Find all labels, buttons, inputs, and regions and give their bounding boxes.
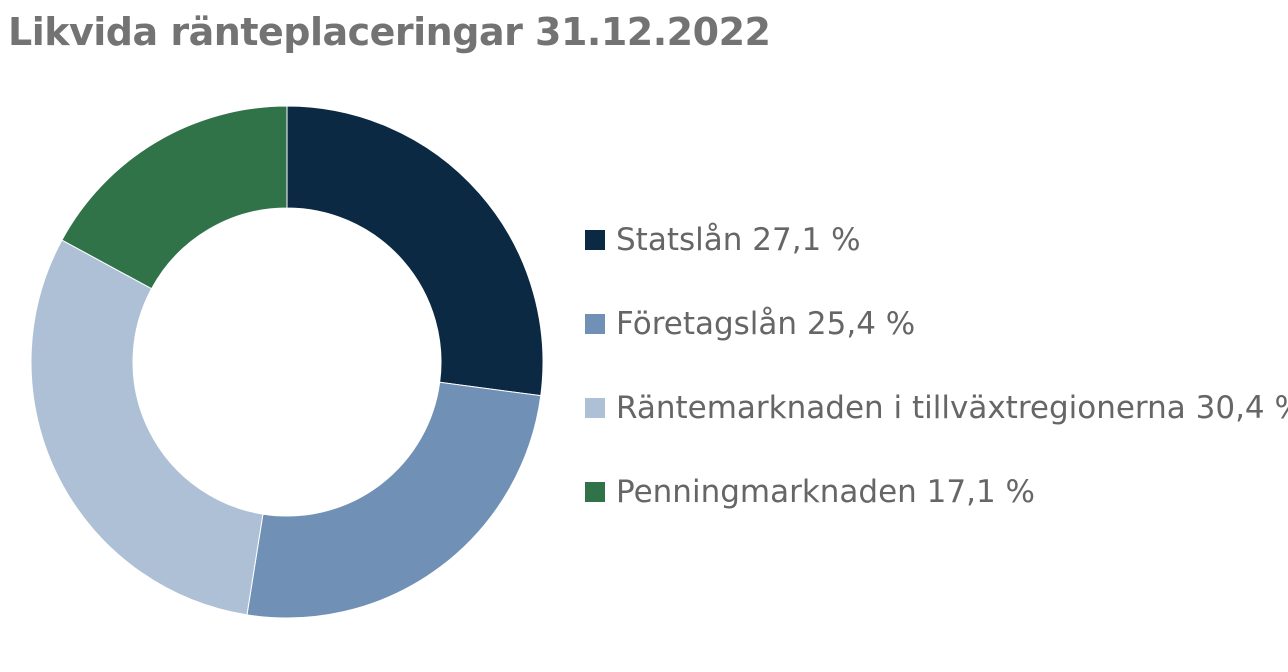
legend-item-foretagslan: Företagslån 25,4 % bbox=[585, 299, 1288, 383]
slice-rantemarknaden bbox=[30, 239, 264, 616]
legend-label: Företagslån 25,4 % bbox=[616, 306, 916, 342]
legend-label: Räntemarknaden i tillväxtregionerna 30,4… bbox=[616, 390, 1288, 426]
legend-item-statslan: Statslån 27,1 % bbox=[585, 215, 1288, 299]
legend-swatch bbox=[585, 230, 605, 250]
legend-item-rantemarknaden: Räntemarknaden i tillväxtregionerna 30,4… bbox=[585, 383, 1288, 467]
legend-item-penningmarknaden: Penningmarknaden 17,1 % bbox=[585, 467, 1288, 551]
legend: Statslån 27,1 % Företagslån 25,4 % Ränte… bbox=[585, 215, 1288, 551]
chart-title: Likvida ränteplaceringar 31.12.2022 bbox=[8, 10, 771, 54]
legend-label: Statslån 27,1 % bbox=[616, 222, 861, 258]
legend-swatch bbox=[585, 314, 605, 334]
donut-chart bbox=[30, 105, 544, 619]
slice-foretagslan bbox=[246, 381, 542, 619]
slice-penningmarknaden bbox=[61, 105, 288, 290]
legend-label: Penningmarknaden 17,1 % bbox=[616, 474, 1036, 510]
slice-statslan bbox=[286, 105, 544, 397]
legend-swatch bbox=[585, 398, 605, 418]
legend-swatch bbox=[585, 482, 605, 502]
